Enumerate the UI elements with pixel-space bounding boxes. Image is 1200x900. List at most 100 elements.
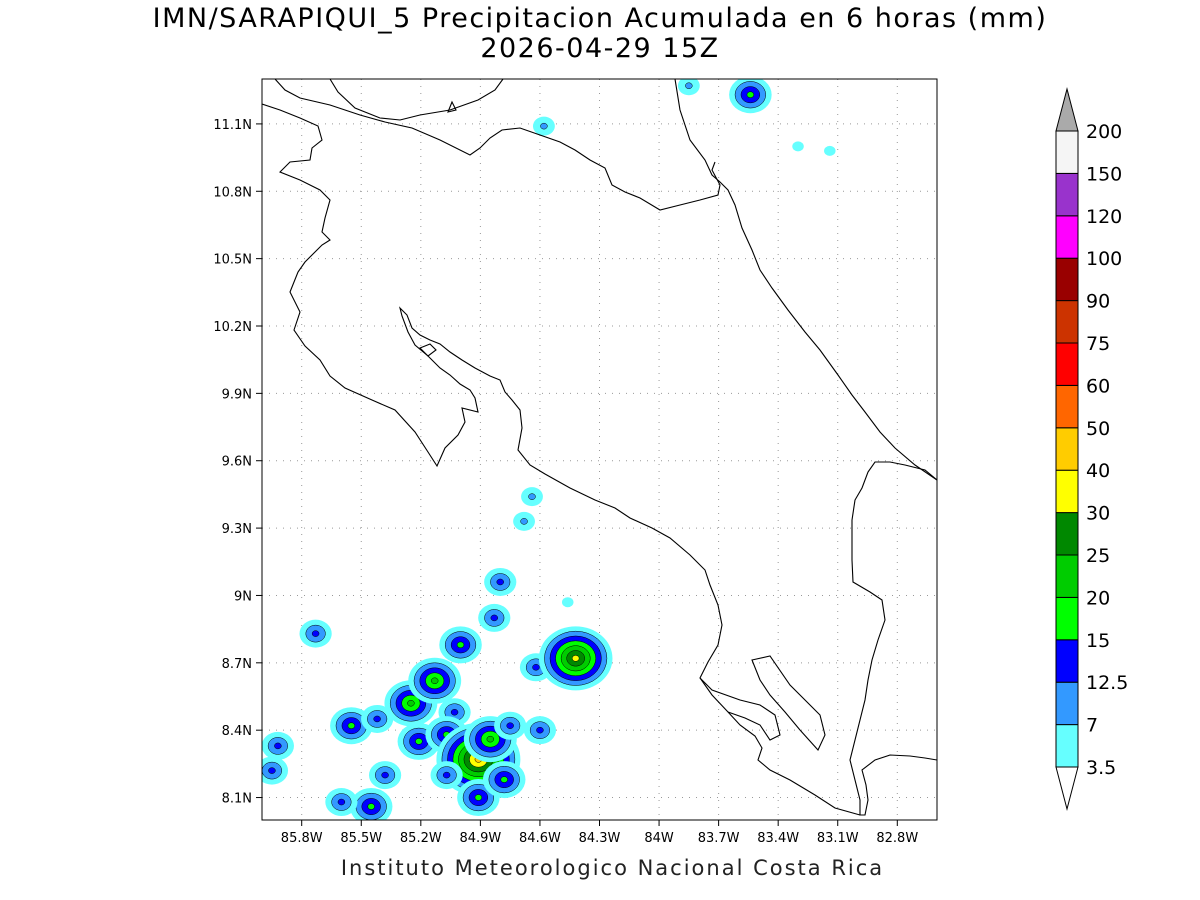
precip-cell [330,707,373,745]
lon-tick-label: 84W [644,831,674,846]
colorbar-swatch-100 [1055,215,1079,259]
chart-title: IMN/SARAPIQUI_5 Precipitacion Acumulada … [152,3,1048,34]
nicaragua-lake-shore [329,79,504,121]
map-background [262,79,937,820]
precip-contour-12.5 [450,708,459,716]
precip-cell [824,145,836,156]
lat-tick-label: 9.9N [222,387,252,402]
precip-contour-12.5 [506,722,514,729]
precip-cell [457,779,500,817]
precip-cell [262,731,294,760]
colorbar-top-arrow [1055,87,1079,132]
precip-contour-12.5 [496,578,504,586]
colorbar-swatch-40 [1055,427,1079,471]
precip-cell [361,704,394,733]
precip-cell [482,761,526,799]
osa-peninsula [699,677,781,741]
colorbar-label: 120 [1086,206,1122,228]
colorbar-label: 40 [1086,460,1110,482]
golfo-dulce-shore [751,655,826,751]
colorbar-label: 7 [1086,715,1098,737]
precip-cell [521,487,543,507]
lon-tick-label: 85.8W [281,831,323,846]
precip-contour-15 [746,91,755,98]
precip-contour-15 [347,722,356,729]
precip-cell [792,141,804,152]
precip-cell [561,597,574,608]
colorbar-swatch-50 [1055,384,1079,429]
precip-contour-15 [456,641,465,649]
colorbar-swatch-90 [1055,257,1079,302]
precip-cell [513,511,535,531]
colorbar-label: 50 [1086,418,1110,440]
colorbar-bottom-arrow [1055,766,1079,811]
lat-tick-label: 10.2N [213,320,252,335]
precip-contour-7 [528,493,536,500]
lon-tick-label: 82.8W [876,831,918,846]
precip-contour-12.5 [532,664,540,671]
precip-contour-7 [685,82,693,89]
precip-cell [532,116,555,136]
precip-contour-7 [520,518,528,525]
precip-contour-15 [367,803,375,810]
colorbar-label: 150 [1086,163,1122,185]
small-island-north [447,100,457,113]
colorbar-swatch-150 [1055,130,1079,174]
lat-tick-label: 9.3N [222,522,252,537]
lat-tick-label: 8.4N [222,724,252,739]
colorbar-swatch-30 [1055,469,1079,514]
precip-cell [729,79,772,114]
precip-cell [368,761,402,790]
precip-contour-12.5 [311,630,320,637]
precip-contour-15 [500,776,508,783]
precip-contour-12.5 [536,726,544,734]
colorbar-label: 3.5 [1086,757,1116,779]
lat-tick-label: 8.7N [222,657,252,672]
nicaragua-border [274,79,721,211]
precip-contour-12.5 [337,798,346,806]
precip-contour-12.5 [381,771,389,779]
precip-cell [262,756,289,785]
colorbar-swatch-75 [1055,300,1079,344]
precip-cell [523,716,557,745]
precip-contour-12.5 [490,614,498,622]
precip-cell [538,626,613,691]
lon-tick-label: 84.6W [519,831,561,846]
colorbar-label: 15 [1086,630,1110,652]
precip-cell [484,567,517,596]
precip-contour-12.5 [442,771,451,779]
precip-cell [439,626,482,664]
coastline-border-layer [262,79,937,816]
precip-cell [430,761,463,790]
lon-tick-label: 85.2W [400,831,442,846]
lat-tick-label: 8.1N [222,792,252,807]
colorbar-label: 90 [1086,291,1110,313]
chart-subtitle-datetime: 2026-04-29 15Z [480,33,720,64]
costa-rica-pacific-coastline [262,103,861,816]
precip-contour-12.5 [274,742,282,750]
precip-contour-20 [431,677,439,685]
colorbar-swatch-60 [1055,342,1079,386]
precip-cell [677,79,700,96]
colorbar-swatch-20 [1055,554,1079,598]
lat-tick-label: 9.6N [222,455,252,470]
costa-rica-caribbean-coastline [674,79,937,481]
precip-contour-3.5 [792,141,804,152]
institution-footer: Instituto Meteorologico Nacional Costa R… [340,856,885,880]
precip-cell [478,603,511,632]
panama-border [849,461,937,816]
colorbar-swatch-12.5 [1055,639,1079,683]
colorbar-swatch-15 [1055,596,1079,641]
precipitation-layer [262,79,836,820]
colorbar-label: 25 [1086,545,1110,567]
precip-contour-12.5 [373,715,381,723]
colorbar-legend: 3.5 7 12.5 15 20 25 30 40 50 60 75 90 100 120 150 200 [1055,87,1128,811]
precip-contour-7 [540,122,548,130]
nicoya-gulf-island [419,343,437,357]
lon-tick-label: 83.1W [817,831,859,846]
colorbar-label: 100 [1086,248,1122,270]
colorbar-swatch-3.5 [1055,724,1079,768]
precip-contour-30 [571,655,580,662]
lon-tick-label: 83.7W [698,831,740,846]
